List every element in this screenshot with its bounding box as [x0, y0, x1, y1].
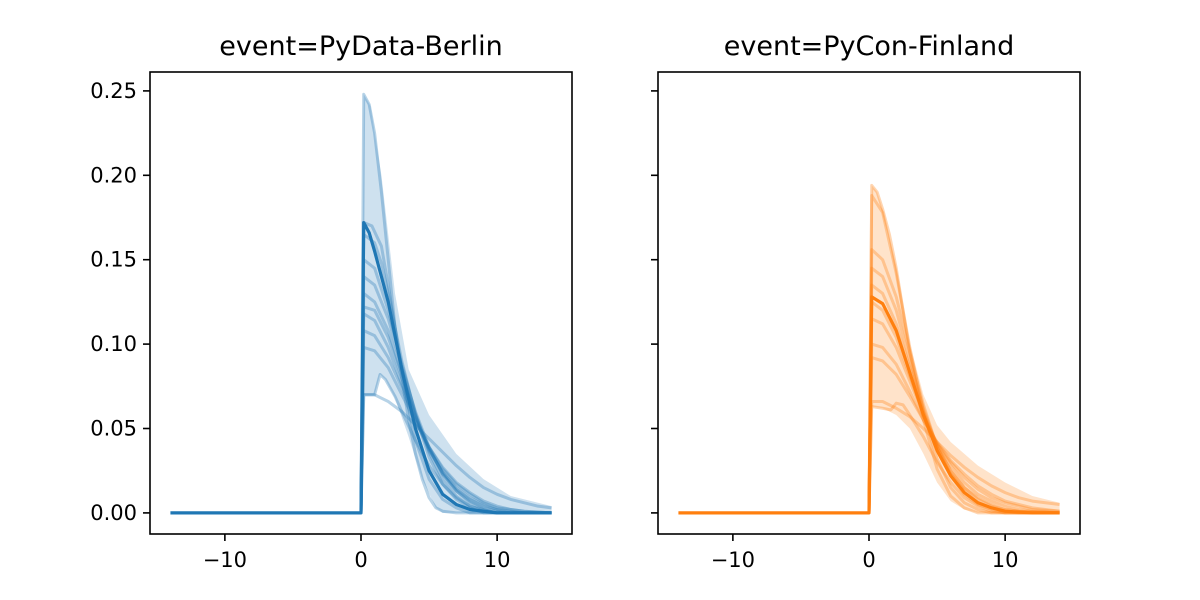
series-line-7	[359, 312, 552, 515]
y-tick-label: 0.10	[90, 332, 137, 356]
y-tick-label: 0.20	[90, 163, 137, 187]
series-line-8	[867, 356, 1060, 513]
series-line-10	[359, 372, 552, 515]
axes-frame	[149, 71, 573, 535]
tick-layer: −10 0 10	[651, 90, 1019, 572]
series-line-9	[867, 399, 1060, 513]
series-line-10	[867, 401, 1060, 515]
series-line-11	[359, 393, 552, 513]
series-line-7	[867, 342, 1060, 513]
series-line-8	[359, 329, 552, 515]
uncertainty-band	[869, 185, 1060, 513]
series-line-6	[359, 305, 552, 515]
subplot-left: event=PyData-Berlin −10 0 10 0.00 0.05 0.10 0.…	[90, 31, 573, 572]
y-tick-label: 0.00	[90, 501, 137, 525]
series-line-6	[867, 317, 1060, 515]
series-line-5	[359, 291, 552, 515]
axes-frame	[657, 71, 1081, 535]
x-tick-label: 0	[862, 548, 875, 572]
mean-layer	[170, 220, 552, 515]
series-line-4	[867, 283, 1060, 515]
x-tick-label: −10	[203, 548, 247, 572]
series-line-9	[359, 345, 552, 515]
series-line-0	[867, 183, 1060, 515]
tick-layer: −10 0 10 0.00 0.05 0.10 0.15 0.20 0.25	[90, 79, 510, 572]
band-layer	[361, 94, 552, 513]
subplot-right: event=PyCon-Finland −10 0 10	[651, 31, 1081, 572]
uncertainty-band	[361, 94, 552, 513]
mean-layer	[678, 295, 1060, 515]
series-line-4	[359, 275, 552, 515]
subplot-title: event=PyData-Berlin	[219, 31, 502, 62]
subplot-title: event=PyCon-Finland	[724, 31, 1015, 62]
x-tick-label: 0	[354, 548, 367, 572]
x-tick-label: −10	[711, 548, 755, 572]
series-line-0	[359, 92, 552, 515]
series-line-5	[867, 300, 1060, 515]
x-tick-label: 10	[992, 548, 1019, 572]
y-tick-label: 0.15	[90, 248, 137, 272]
mean-line	[170, 220, 552, 515]
band-layer	[869, 185, 1060, 513]
y-tick-label: 0.05	[90, 417, 137, 441]
y-tick-label: 0.25	[90, 79, 137, 103]
x-tick-label: 10	[484, 548, 511, 572]
mean-line	[678, 295, 1060, 515]
